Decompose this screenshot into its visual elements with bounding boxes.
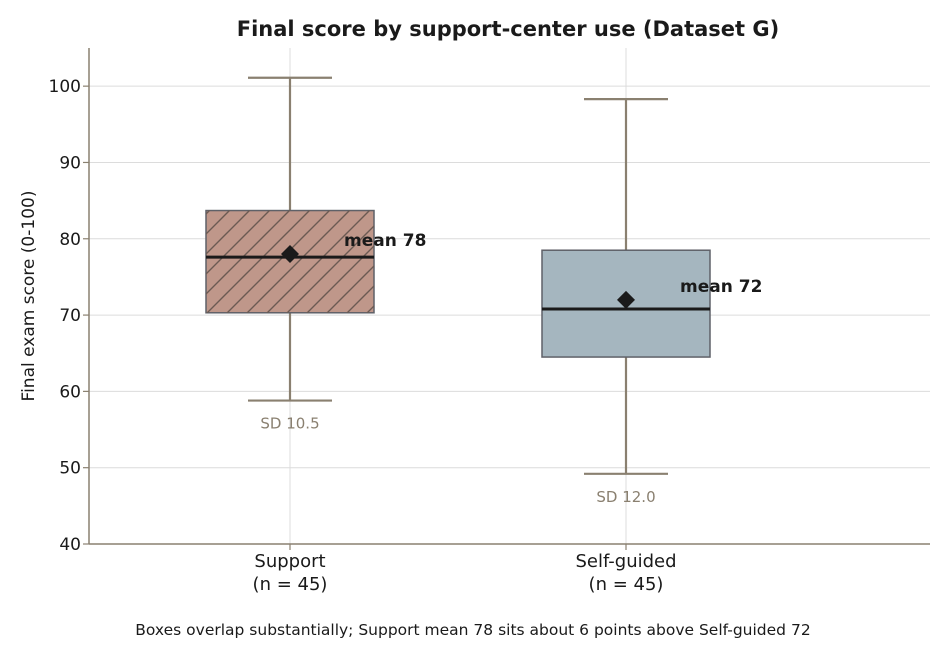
x-tick-n-label: (n = 45): [253, 574, 328, 595]
y-tick-label: 70: [59, 306, 81, 326]
sd-label: SD 12.0: [596, 488, 655, 506]
y-axis-ticks: 40 50 60 70 80 90 100: [49, 77, 89, 555]
x-tick-label: Self-guided: [575, 551, 676, 572]
mean-marker: [617, 290, 635, 309]
box-group-self-guided: mean 72 SD 12.0: [541, 98, 762, 506]
y-tick-label: 90: [59, 153, 81, 173]
y-tick-label: 40: [59, 535, 81, 555]
y-tick-label: 100: [49, 77, 81, 97]
chart-caption: Boxes overlap substantially; Support mea…: [135, 621, 810, 639]
mean-label: mean 72: [680, 277, 762, 297]
chart-title: Final score by support-center use (Datas…: [237, 17, 779, 41]
x-tick-label: Support: [254, 551, 325, 572]
mean-label: mean 78: [344, 231, 426, 251]
box-group-support: mean 78 SD 10.5: [205, 76, 426, 433]
mean-marker: [281, 245, 299, 264]
box-series: mean 78 SD 10.5 mean 72 SD 12.0: [205, 76, 762, 506]
y-tick-label: 80: [59, 230, 81, 250]
y-tick-label: 50: [59, 459, 81, 479]
x-axis-ticks: Support(n = 45)Self-guided(n = 45): [253, 544, 677, 595]
sd-label: SD 10.5: [260, 415, 319, 433]
y-tick-label: 60: [59, 382, 81, 402]
x-tick-n-label: (n = 45): [589, 574, 664, 595]
y-axis-label: Final exam score (0-100): [19, 191, 39, 402]
